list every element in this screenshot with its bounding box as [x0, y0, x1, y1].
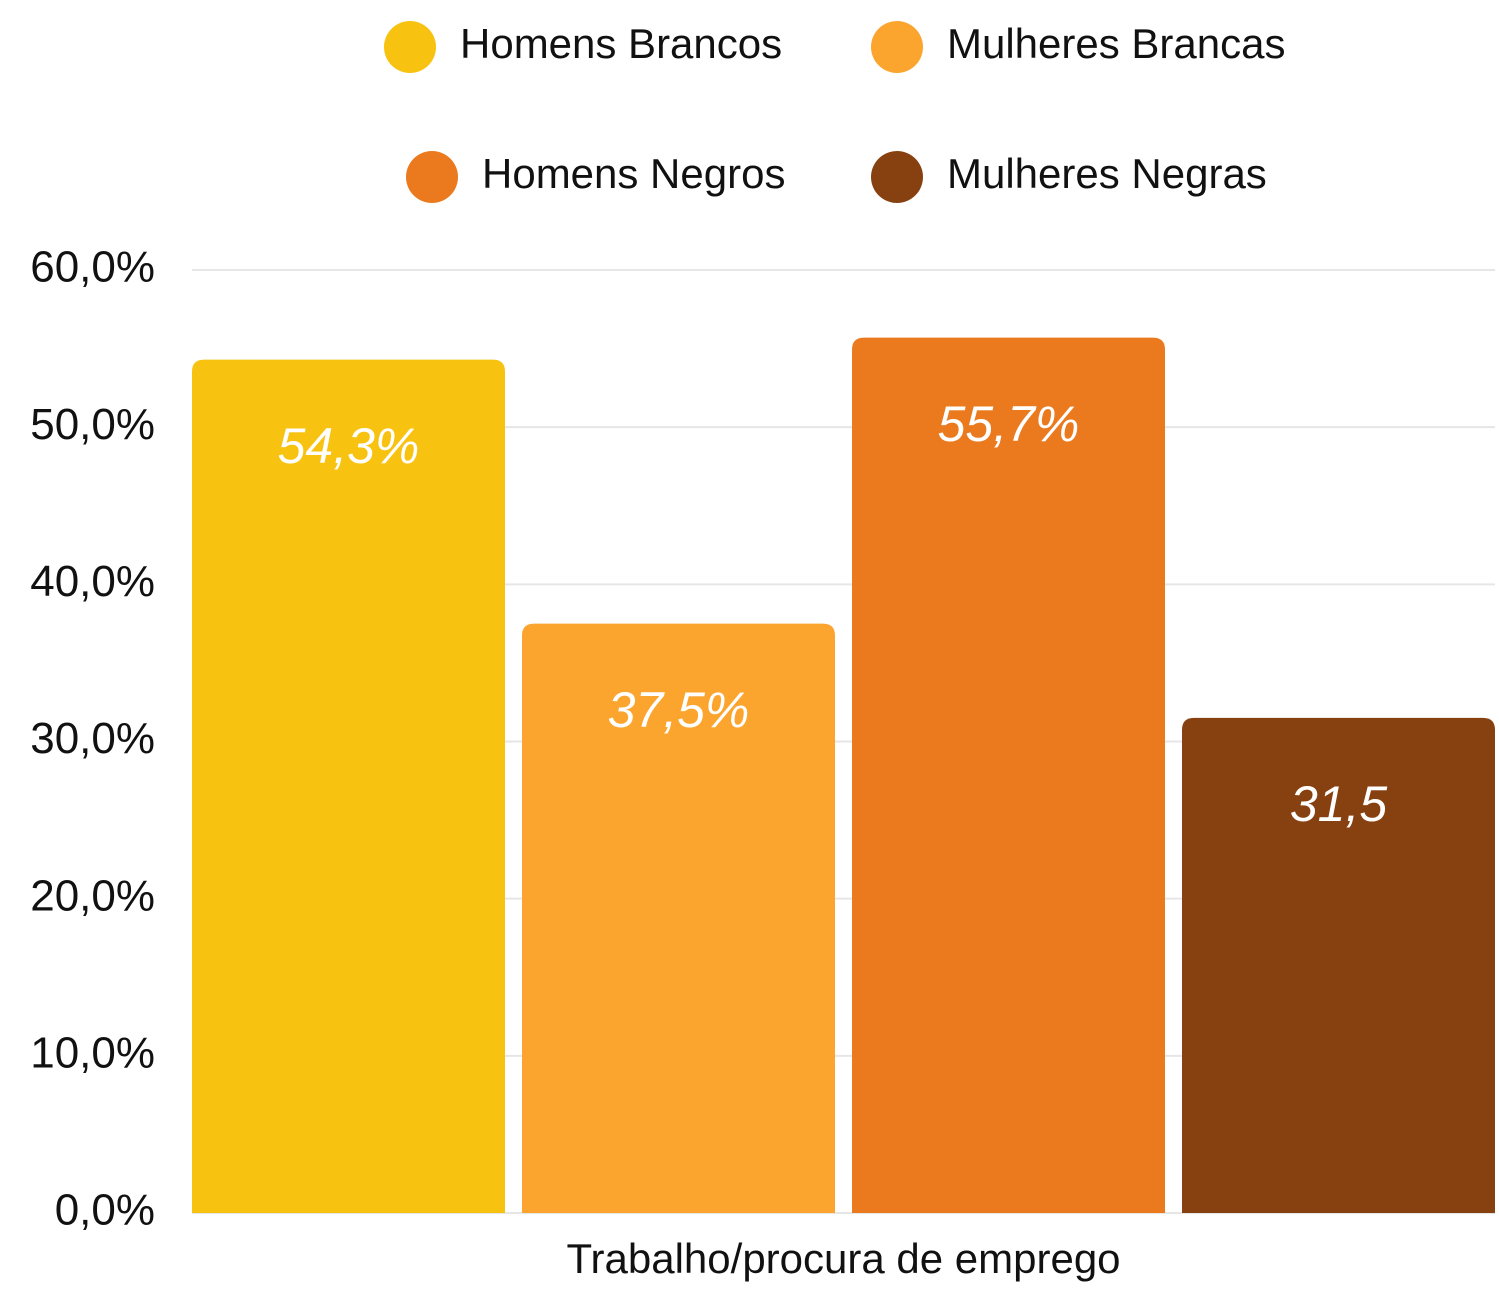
bar [522, 623, 835, 1213]
legend-swatch [871, 151, 923, 203]
legend-swatch [384, 21, 436, 73]
data-label: 54,3% [278, 418, 420, 474]
legend-swatch [406, 151, 458, 203]
data-label: 55,7% [938, 396, 1080, 452]
data-label: 31,5 [1290, 776, 1388, 832]
y-tick-label: 60,0% [30, 243, 155, 292]
bar [1182, 717, 1495, 1213]
y-tick-label: 30,0% [30, 714, 155, 763]
legend-label: Homens Brancos [460, 20, 782, 67]
legend-label: Homens Negros [482, 150, 785, 197]
y-tick-label: 0,0% [55, 1186, 155, 1235]
y-tick-label: 50,0% [30, 400, 155, 449]
data-label: 37,5% [608, 682, 750, 738]
y-tick-label: 10,0% [30, 1028, 155, 1077]
legend-label: Mulheres Brancas [947, 20, 1285, 67]
legend-label: Mulheres Negras [947, 150, 1267, 197]
y-tick-label: 40,0% [30, 557, 155, 606]
y-tick-label: 20,0% [30, 871, 155, 920]
legend-swatch [871, 21, 923, 73]
x-tick-label: Trabalho/procura de emprego [566, 1235, 1120, 1282]
bar [852, 337, 1165, 1213]
bar [192, 359, 505, 1214]
